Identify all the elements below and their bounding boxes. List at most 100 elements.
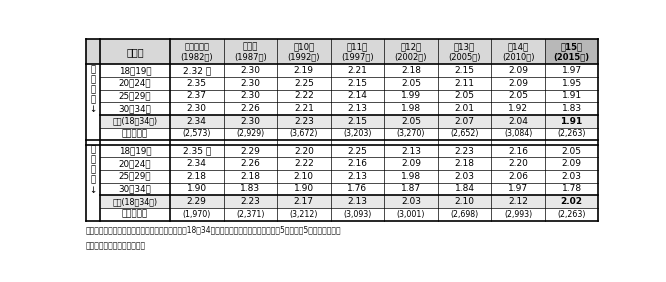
Text: 1.78: 1.78 (561, 184, 581, 193)
Text: （客体数）: （客体数） (122, 129, 149, 138)
Text: (1992年): (1992年) (288, 53, 320, 62)
Text: 女: 女 (91, 166, 96, 175)
Text: 未: 未 (91, 145, 96, 154)
Text: 2.18: 2.18 (240, 172, 260, 181)
Text: 2.34: 2.34 (186, 159, 206, 168)
Text: 25～29歳: 25～29歳 (119, 172, 151, 181)
Bar (101, 115, 598, 127)
Text: 2.30: 2.30 (240, 117, 260, 126)
Text: 2.23: 2.23 (240, 197, 260, 206)
Text: (3,672): (3,672) (290, 129, 318, 138)
Text: 2.03: 2.03 (454, 172, 474, 181)
Text: 18～19歳: 18～19歳 (119, 147, 151, 156)
Text: 1.76: 1.76 (348, 184, 368, 193)
Text: 年　齢: 年 齢 (127, 47, 144, 57)
Text: 第10回: 第10回 (293, 42, 314, 51)
Text: (2,263): (2,263) (557, 129, 586, 138)
Text: (3,203): (3,203) (343, 129, 372, 138)
Text: (3,001): (3,001) (397, 210, 425, 219)
Text: 18～19歳: 18～19歳 (119, 66, 151, 75)
Text: 1.97: 1.97 (508, 184, 528, 193)
Text: 2.05: 2.05 (561, 147, 581, 156)
Text: 2.25: 2.25 (294, 79, 314, 88)
Text: (2002年): (2002年) (395, 53, 427, 62)
Text: 婚: 婚 (91, 75, 96, 84)
Text: 婚: 婚 (91, 155, 96, 164)
Text: 2.06: 2.06 (508, 172, 528, 181)
Text: 2.03: 2.03 (561, 172, 581, 181)
Text: 第９回: 第９回 (242, 42, 258, 51)
Text: 1.97: 1.97 (561, 66, 581, 75)
Text: (1987年): (1987年) (234, 53, 266, 62)
Text: 1.90: 1.90 (294, 184, 314, 193)
Text: 2.05: 2.05 (401, 117, 421, 126)
Text: 2.18: 2.18 (454, 159, 474, 168)
Text: 2.13: 2.13 (348, 197, 368, 206)
Text: 2.20: 2.20 (508, 159, 528, 168)
Text: 2.09: 2.09 (561, 159, 581, 168)
Text: 2.05: 2.05 (401, 79, 421, 88)
Text: 2.22: 2.22 (294, 91, 314, 100)
Text: 1.91: 1.91 (561, 91, 581, 100)
Text: 2.12: 2.12 (508, 197, 528, 206)
Text: 2.29: 2.29 (186, 197, 206, 206)
Text: 2.30: 2.30 (240, 79, 260, 88)
Text: (2,652): (2,652) (450, 129, 479, 138)
Text: 第12回: 第12回 (400, 42, 422, 51)
Text: (2,929): (2,929) (236, 129, 264, 138)
Text: 1.92: 1.92 (508, 104, 528, 113)
Text: 2.15: 2.15 (348, 117, 368, 126)
Bar (86, 39, 598, 64)
Text: 2.16: 2.16 (348, 159, 368, 168)
Text: 30～34歳: 30～34歳 (119, 184, 152, 193)
Text: 2.15: 2.15 (454, 66, 474, 75)
Text: (3,093): (3,093) (343, 210, 372, 219)
Text: 2.37: 2.37 (186, 91, 206, 100)
Text: 2.20: 2.20 (294, 147, 314, 156)
Text: （客体数）: （客体数） (122, 210, 149, 219)
Text: 2.17: 2.17 (294, 197, 314, 206)
Text: 2.21: 2.21 (294, 104, 314, 113)
Text: (2005年): (2005年) (448, 53, 481, 62)
Text: 性: 性 (91, 95, 96, 104)
Text: 男: 男 (91, 85, 96, 94)
Text: 30～34歳: 30～34歳 (119, 104, 152, 113)
Text: 1.87: 1.87 (401, 184, 421, 193)
Text: 1.95: 1.95 (561, 79, 581, 88)
Text: 2.16: 2.16 (508, 147, 528, 156)
Text: 2.07: 2.07 (454, 117, 474, 126)
Text: 2.30: 2.30 (186, 104, 206, 113)
Text: 注：対象は「いずれ結婚するつもり」と回答した18～34歳の未婚者。平均希望子ども数は5人以上を5として算出。希: 注：対象は「いずれ結婚するつもり」と回答した18～34歳の未婚者。平均希望子ども… (86, 225, 342, 234)
Text: 2.18: 2.18 (186, 172, 206, 181)
Text: 望子ども数不詳を除く。: 望子ども数不詳を除く。 (86, 241, 146, 250)
Text: 2.11: 2.11 (454, 79, 474, 88)
Text: 2.32 人: 2.32 人 (182, 66, 211, 75)
Text: 1.84: 1.84 (454, 184, 474, 193)
Text: 2.23: 2.23 (294, 117, 314, 126)
Text: (3,270): (3,270) (397, 129, 425, 138)
Text: (2,371): (2,371) (236, 210, 264, 219)
Text: 未: 未 (91, 65, 96, 74)
Text: 2.09: 2.09 (401, 159, 421, 168)
Text: 第８回調査: 第８回調査 (184, 42, 209, 51)
Text: 2.10: 2.10 (454, 197, 474, 206)
Text: (1982年): (1982年) (180, 53, 213, 62)
Text: 2.21: 2.21 (348, 66, 368, 75)
Text: 2.09: 2.09 (508, 79, 528, 88)
Text: (2,993): (2,993) (504, 210, 532, 219)
Text: 2.01: 2.01 (454, 104, 474, 113)
Text: 2.13: 2.13 (348, 104, 368, 113)
Text: (2,263): (2,263) (557, 210, 586, 219)
Text: 2.13: 2.13 (401, 147, 421, 156)
Text: 2.19: 2.19 (294, 66, 314, 75)
Text: (2010年): (2010年) (501, 53, 534, 62)
Text: 1.98: 1.98 (401, 172, 421, 181)
Text: 1.90: 1.90 (186, 184, 207, 193)
Text: 1.99: 1.99 (401, 91, 421, 100)
Text: 2.04: 2.04 (508, 117, 528, 126)
Text: 性: 性 (91, 176, 96, 185)
Text: 2.05: 2.05 (508, 91, 528, 100)
Text: 25～29歳: 25～29歳 (119, 91, 151, 100)
Text: 1.83: 1.83 (561, 104, 581, 113)
Text: 第14回: 第14回 (507, 42, 529, 51)
